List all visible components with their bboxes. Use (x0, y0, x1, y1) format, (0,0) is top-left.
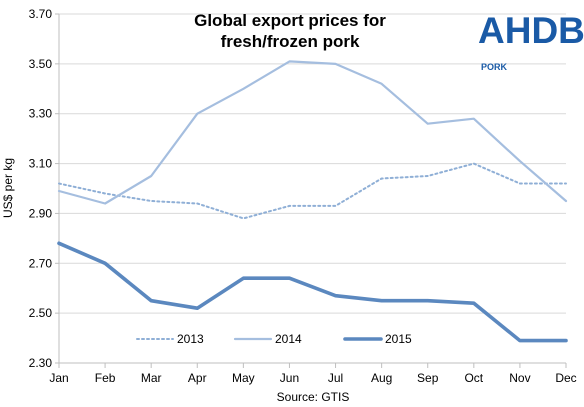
y-axis-label: US$ per kg (1, 158, 15, 218)
y-tick-label: 3.70 (29, 7, 53, 21)
x-tick-label: Jul (328, 371, 343, 385)
gridlines (55, 13, 566, 364)
y-tick-label: 2.90 (29, 206, 53, 220)
series-line-2014 (57, 60, 568, 205)
x-tick-label: May (232, 371, 255, 385)
legend: 2013 2014 2015 (136, 332, 412, 346)
y-tick-labels: 3.70 3.50 3.30 3.10 2.90 2.70 2.50 2.30 (29, 7, 53, 370)
chart-title-line-1: Global export prices for (194, 11, 386, 30)
y-tick-label: 2.30 (29, 356, 53, 370)
legend-label-2013: 2013 (177, 332, 204, 346)
x-tick-label: Nov (509, 371, 530, 385)
x-tick-label: Mar (141, 371, 162, 385)
series-line-2013 (58, 162, 567, 220)
ahdb-logo: AHDB PORK (478, 10, 584, 72)
chart-title-line-2: fresh/frozen pork (221, 32, 360, 51)
y-tick-label: 3.10 (29, 157, 53, 171)
series-line-2015 (57, 241, 568, 343)
x-tick-label: Apr (188, 371, 207, 385)
x-tick-label: Dec (555, 371, 576, 385)
x-tick-label: Jan (49, 371, 68, 385)
legend-label-2015: 2015 (385, 332, 412, 346)
x-tick-marks (58, 363, 567, 368)
y-tick-label: 3.50 (29, 57, 53, 71)
logo-wordmark: AHDB (478, 10, 584, 51)
logo-subtitle: PORK (481, 62, 508, 72)
source-label: Source: GTIS (277, 390, 350, 404)
series-lines (57, 60, 568, 343)
x-tick-label: Feb (95, 371, 116, 385)
legend-label-2014: 2014 (275, 332, 302, 346)
x-tick-label: Sep (417, 371, 439, 385)
y-tick-label: 3.30 (29, 107, 53, 121)
y-tick-label: 2.70 (29, 256, 53, 270)
x-tick-label: Jun (280, 371, 299, 385)
x-tick-labels: Jan Feb Mar Apr May Jun Jul Aug Sep Oct Nov Dec (49, 371, 576, 385)
x-tick-label: Oct (464, 371, 483, 385)
y-tick-label: 2.50 (29, 306, 53, 320)
x-tick-label: Aug (371, 371, 392, 385)
